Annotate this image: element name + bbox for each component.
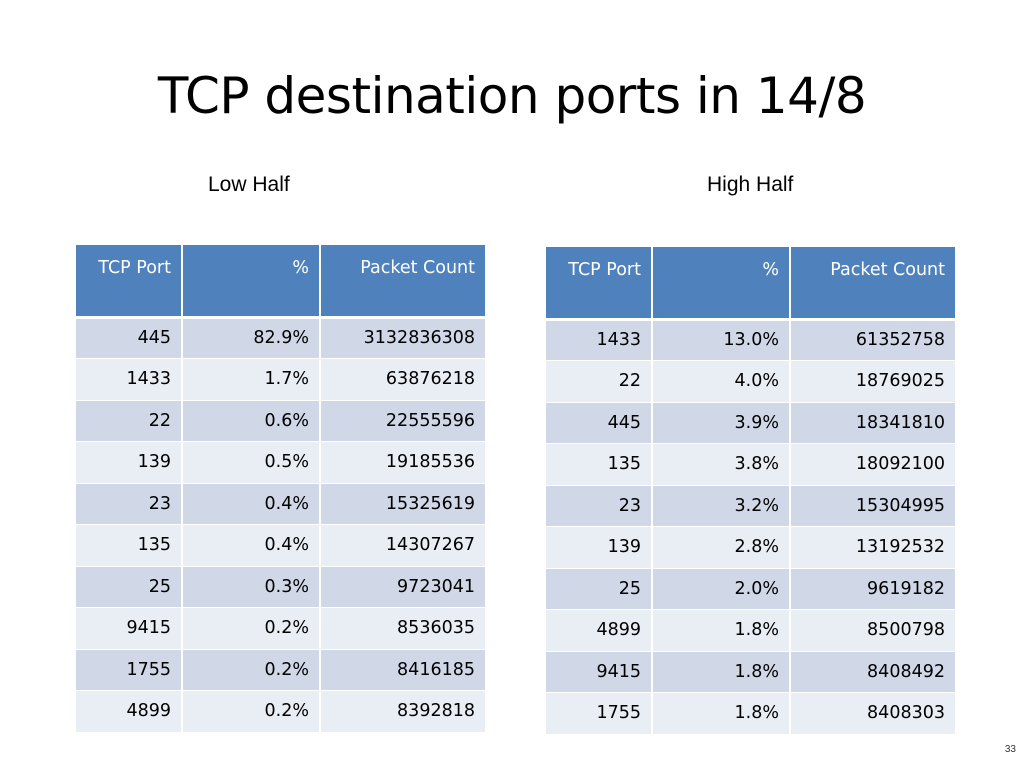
cell-port: 4899 (76, 690, 183, 733)
cell-port: 1433 (546, 319, 653, 361)
high-half-label: High Half (707, 173, 794, 196)
cell-count: 13192532 (790, 526, 955, 569)
cell-percent: 0.2% (182, 690, 321, 733)
cell-count: 18769025 (790, 360, 955, 403)
cell-percent: 82.9% (182, 317, 321, 359)
table-row: 25 2.0% 9619182 (546, 568, 955, 610)
table-row: 1755 0.2% 8416185 (76, 649, 485, 691)
table-row: 135 3.8% 18092100 (546, 443, 955, 486)
header-tcp-port: TCP Port (76, 245, 183, 319)
table-row: 1433 13.0% 61352758 (546, 319, 955, 361)
cell-percent: 13.0% (652, 319, 791, 361)
cell-port: 25 (76, 566, 183, 608)
cell-port: 23 (546, 485, 653, 527)
table-row: 23 0.4% 15325619 (76, 483, 485, 525)
cell-port: 139 (546, 526, 653, 569)
table-row: 445 82.9% 3132836308 (76, 317, 485, 359)
low-half-label: Low Half (208, 173, 290, 196)
cell-count: 8500798 (790, 609, 955, 652)
header-tcp-port: TCP Port (546, 247, 653, 321)
cell-port: 9415 (546, 651, 653, 693)
cell-count: 15325619 (320, 483, 485, 525)
header-packet-count: Packet Count (790, 247, 955, 321)
cell-count: 22555596 (320, 400, 485, 442)
cell-port: 22 (546, 360, 653, 403)
cell-port: 1755 (546, 692, 653, 735)
cell-percent: 3.8% (652, 443, 791, 486)
cell-count: 18341810 (790, 402, 955, 444)
cell-count: 8408303 (790, 692, 955, 735)
slide-title: TCP destination ports in 14/8 (157, 67, 867, 125)
cell-port: 23 (76, 483, 183, 525)
cell-port: 139 (76, 441, 183, 484)
cell-percent: 3.9% (652, 402, 791, 444)
table-row: 23 3.2% 15304995 (546, 485, 955, 527)
cell-count: 8408492 (790, 651, 955, 693)
cell-percent: 0.6% (182, 400, 321, 442)
cell-count: 18092100 (790, 443, 955, 486)
cell-count: 8392818 (320, 690, 485, 733)
table-row: 9415 0.2% 8536035 (76, 607, 485, 650)
table-row: 139 2.8% 13192532 (546, 526, 955, 569)
table-row: 9415 1.8% 8408492 (546, 651, 955, 693)
cell-port: 445 (546, 402, 653, 444)
high-half-table: TCP Port % Packet Count 1433 13.0% 61352… (546, 247, 955, 735)
table-row: 445 3.9% 18341810 (546, 402, 955, 444)
table-header-row: TCP Port % Packet Count (76, 245, 485, 319)
table-row: 139 0.5% 19185536 (76, 441, 485, 484)
cell-port: 22 (76, 400, 183, 442)
header-packet-count: Packet Count (320, 245, 485, 319)
cell-percent: 0.2% (182, 649, 321, 691)
cell-count: 3132836308 (320, 317, 485, 359)
cell-percent: 2.8% (652, 526, 791, 569)
cell-port: 1433 (76, 358, 183, 401)
cell-percent: 0.5% (182, 441, 321, 484)
cell-percent: 0.3% (182, 566, 321, 608)
table-row: 25 0.3% 9723041 (76, 566, 485, 608)
cell-port: 25 (546, 568, 653, 610)
table-row: 4899 0.2% 8392818 (76, 690, 485, 733)
cell-port: 9415 (76, 607, 183, 650)
page-number: 33 (1004, 744, 1016, 755)
cell-percent: 1.7% (182, 358, 321, 401)
cell-count: 8536035 (320, 607, 485, 650)
low-half-table: TCP Port % Packet Count 445 82.9% 313283… (76, 245, 485, 733)
cell-percent: 4.0% (652, 360, 791, 403)
table-header-row: TCP Port % Packet Count (546, 247, 955, 321)
cell-percent: 1.8% (652, 651, 791, 693)
cell-percent: 0.4% (182, 483, 321, 525)
cell-count: 63876218 (320, 358, 485, 401)
cell-port: 135 (546, 443, 653, 486)
cell-count: 61352758 (790, 319, 955, 361)
cell-count: 9723041 (320, 566, 485, 608)
cell-percent: 2.0% (652, 568, 791, 610)
table-row: 4899 1.8% 8500798 (546, 609, 955, 652)
cell-count: 14307267 (320, 524, 485, 567)
cell-percent: 0.2% (182, 607, 321, 650)
cell-port: 445 (76, 317, 183, 359)
table-row: 1433 1.7% 63876218 (76, 358, 485, 401)
cell-port: 135 (76, 524, 183, 567)
cell-count: 19185536 (320, 441, 485, 484)
cell-percent: 0.4% (182, 524, 321, 567)
cell-port: 1755 (76, 649, 183, 691)
cell-percent: 1.8% (652, 692, 791, 735)
cell-port: 4899 (546, 609, 653, 652)
table-row: 22 0.6% 22555596 (76, 400, 485, 442)
table-row: 22 4.0% 18769025 (546, 360, 955, 403)
cell-count: 9619182 (790, 568, 955, 610)
table-row: 135 0.4% 14307267 (76, 524, 485, 567)
header-percent: % (182, 245, 321, 319)
table-row: 1755 1.8% 8408303 (546, 692, 955, 735)
header-percent: % (652, 247, 791, 321)
cell-count: 8416185 (320, 649, 485, 691)
cell-percent: 3.2% (652, 485, 791, 527)
cell-count: 15304995 (790, 485, 955, 527)
cell-percent: 1.8% (652, 609, 791, 652)
